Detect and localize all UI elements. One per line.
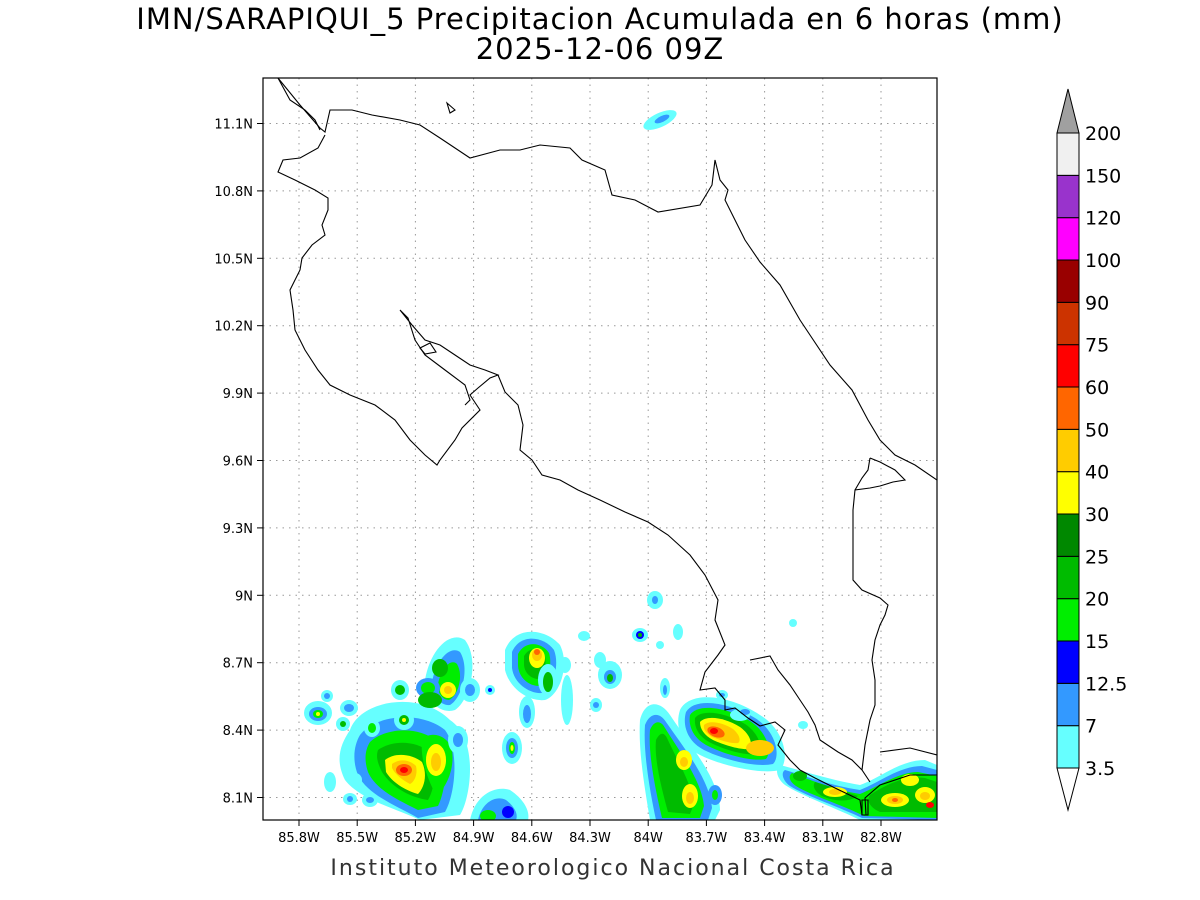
lat-tick-label: 11.1N <box>214 118 253 133</box>
colorbar-swatch <box>1056 174 1080 219</box>
lat-tick-label: 10.8N <box>214 185 253 200</box>
colorbar-swatch <box>1056 344 1080 388</box>
colorbar-swatch <box>1056 640 1080 684</box>
colorbar-swatch <box>1056 217 1080 261</box>
lon-tick-label: 85.5W <box>336 831 378 846</box>
colorbar-label: 25 <box>1085 546 1109 568</box>
rain-band-southeast <box>777 760 937 820</box>
colorbar-swatch <box>1056 725 1080 769</box>
rain-cluster-osa <box>639 704 722 820</box>
rain-cells-west <box>304 680 414 807</box>
footer-credit: Instituto Meteorologico Nacional Costa R… <box>330 856 896 881</box>
lat-tick-label: 9.3N <box>223 522 253 537</box>
lat-tick-label: 9.6N <box>223 455 253 470</box>
lon-tick-label: 83.4W <box>744 831 786 846</box>
map-frame <box>262 77 938 821</box>
lat-tick-label: 10.5N <box>214 252 253 267</box>
colorbar-label: 12.5 <box>1085 673 1127 695</box>
colorbar-max-arrow <box>1056 88 1080 134</box>
colorbar-swatch <box>1056 598 1080 642</box>
lat-tick-label: 8.1N <box>223 792 253 807</box>
colorbar-label: 90 <box>1085 292 1109 314</box>
colorbar-label: 75 <box>1085 335 1109 357</box>
colorbar-swatch <box>1056 259 1080 303</box>
colorbar-label: 120 <box>1085 208 1121 230</box>
colorbar-swatch <box>1056 513 1080 557</box>
colorbar-label: 30 <box>1085 504 1109 526</box>
lon-tick-label: 83.1W <box>802 831 844 846</box>
colorbar-swatch <box>1056 301 1080 346</box>
rain-cell-north <box>643 110 677 130</box>
colorbar-label: 3.5 <box>1085 758 1115 780</box>
lat-tick-label: 10.2N <box>214 320 253 335</box>
lon-tick-label: 84.9W <box>453 831 495 846</box>
lon-tick-label: 82.8W <box>860 831 902 846</box>
colorbar-label: 150 <box>1085 165 1121 187</box>
map-title: IMN/SARAPIQUI_5 Precipitacion Acumulada … <box>136 2 1064 36</box>
colorbar-label: 60 <box>1085 377 1109 399</box>
colorbar-label: 7 <box>1085 716 1097 738</box>
lat-tick-label: 8.4N <box>223 724 253 739</box>
lat-tick-label: 9.9N <box>223 387 253 402</box>
rain-cells-south-central <box>470 788 529 820</box>
colorbar-min-arrow <box>1056 767 1080 812</box>
lat-tick-label: 9N <box>235 589 253 604</box>
axis-tick-labels: 85.8W 85.5W 85.2W 84.9W 84.6W 84.3W 84W 83.7W 83… <box>214 118 902 847</box>
colorbar-swatch <box>1056 386 1080 430</box>
colorbar-label: 40 <box>1085 462 1109 484</box>
colorbar-label: 20 <box>1085 589 1109 611</box>
colorbar-label: 15 <box>1085 631 1109 653</box>
lon-tick-label: 83.7W <box>685 831 727 846</box>
colorbar-swatch <box>1056 471 1080 515</box>
colorbar-label: 50 <box>1085 419 1109 441</box>
lon-tick-label: 84.3W <box>569 831 611 846</box>
map-datetime: 2025-12-06 09Z <box>475 32 725 66</box>
lon-tick-label: 85.2W <box>394 831 436 846</box>
rain-cluster-84.6w <box>502 631 573 764</box>
colorbar-label: 100 <box>1085 250 1121 272</box>
colorbar-swatch <box>1056 682 1080 727</box>
lat-tick-label: 8.7N <box>223 657 253 672</box>
colorbar-swatch <box>1056 132 1080 176</box>
colorbar-swatch <box>1056 428 1080 473</box>
lon-tick-label: 84.6W <box>511 831 553 846</box>
rain-cells-middle <box>578 591 808 729</box>
colorbar-legend: 3.5 7 12.5 15 20 25 30 40 50 60 75 90 100 120 150 200 <box>1056 88 1127 812</box>
precipitation-fields <box>304 110 937 820</box>
lon-tick-label: 85.8W <box>278 831 320 846</box>
coastline <box>277 78 937 816</box>
rain-cluster-golfo-dulce <box>678 690 785 772</box>
rain-cluster-central-west <box>416 637 495 754</box>
lon-tick-label: 84W <box>633 831 663 846</box>
colorbar-label: 200 <box>1085 123 1121 145</box>
colorbar-swatch <box>1056 555 1080 600</box>
rain-cluster-southwest <box>339 701 470 820</box>
